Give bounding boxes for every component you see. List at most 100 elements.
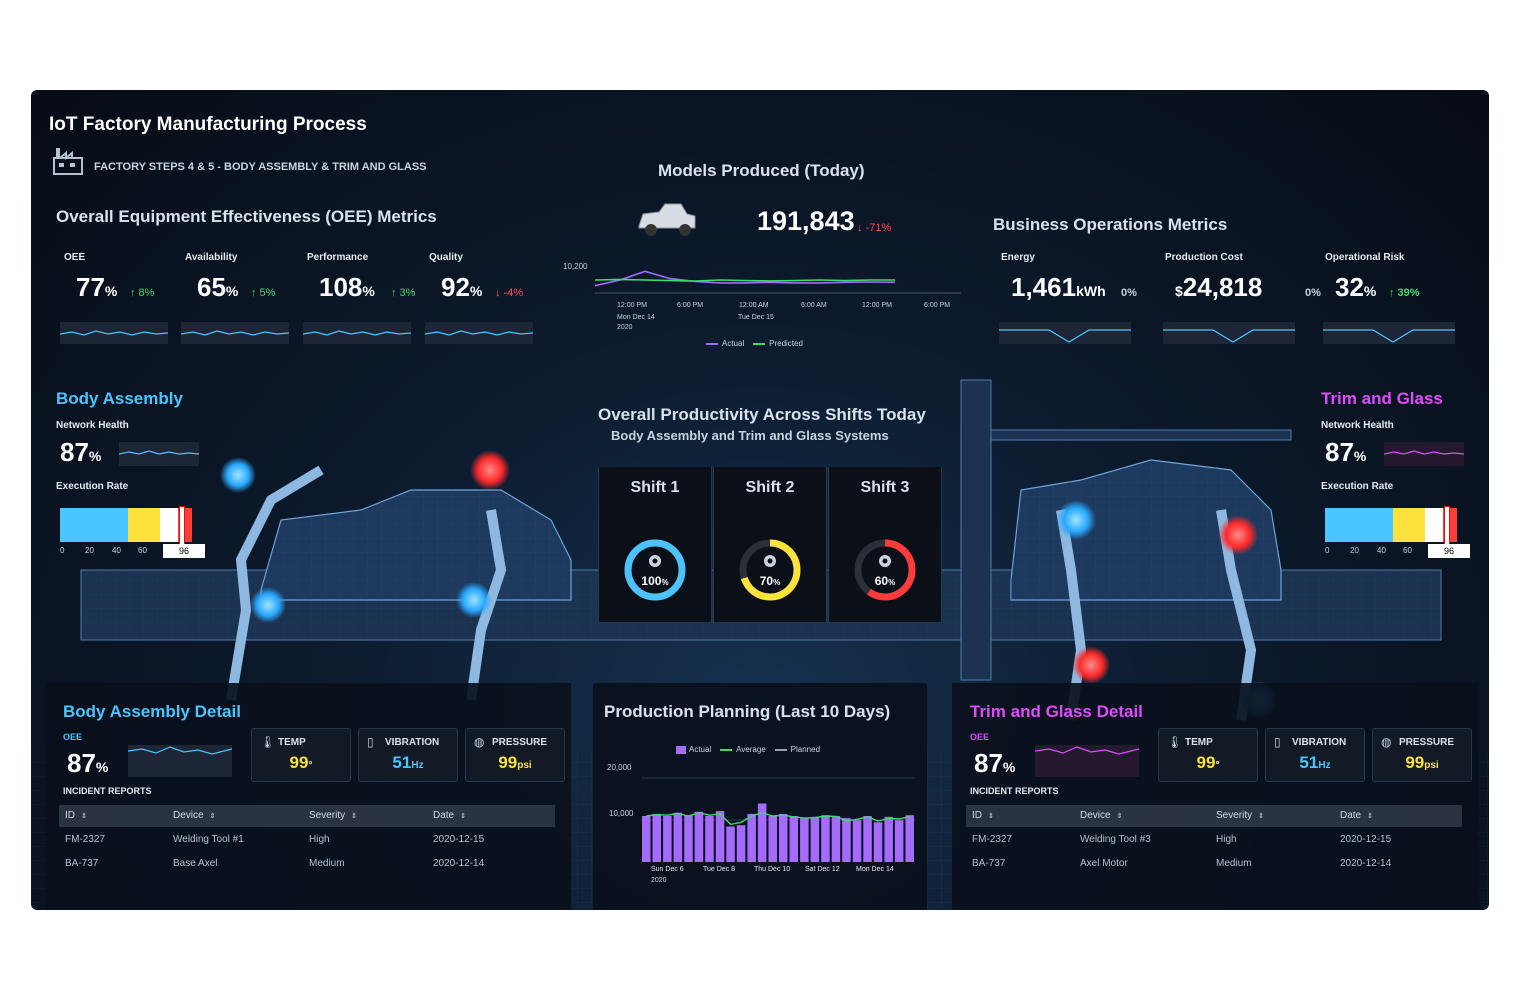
shift-label-3: Shift 3: [860, 479, 910, 496]
models-x-sub2: Tue Dec 15: [738, 314, 774, 321]
shift-donut-arc-1: [624, 539, 686, 601]
body-oee-label: OEE: [63, 732, 83, 742]
pressure-gauge-icon: ◍: [1381, 735, 1392, 749]
planning-bar: [852, 820, 862, 862]
models-x-tick-5: 6:00 PM: [924, 302, 951, 309]
body-assembly-title: Body Assembly: [56, 389, 183, 408]
body-incident-row[interactable]: BA-737 Base Axel Medium 2020-12-14: [59, 855, 555, 875]
business-metric-change-1: 0%: [1305, 287, 1321, 299]
body-vibration-tile[interactable]: ▯ VIBRATION 51Hz: [358, 728, 458, 782]
trim-detail-title: Trim and Glass Detail: [970, 702, 1143, 721]
trim-temp-tile[interactable]: 🌡 TEMP 99°: [1158, 728, 1258, 782]
body-incident-cell: 2020-12-15: [433, 834, 485, 845]
body-column-header-1[interactable]: Device ⇕: [173, 810, 216, 821]
body-incident-table-header: ID ⇕ Device ⇕ Severity ⇕ Date ⇕: [59, 805, 555, 827]
body-column-header-3[interactable]: Date ⇕: [433, 810, 466, 821]
legend-actual: Actual: [722, 339, 745, 348]
trim-exec-value: 96: [1428, 544, 1470, 558]
thermometer-icon: 🌡: [260, 735, 276, 749]
body-incident-cell: 2020-12-14: [433, 858, 485, 869]
trim-exec-tick-0: 0: [1325, 546, 1330, 555]
models-produced-change: ↓ -71%: [857, 222, 892, 234]
models-x-sub1: Mon Dec 14: [617, 314, 655, 321]
shift-value-3: 60%: [874, 574, 896, 588]
planning-bar: [842, 818, 851, 862]
planning-average-line: [646, 811, 910, 826]
shift-panel-2[interactable]: Shift 2 70%: [713, 467, 827, 622]
models-x-tick-4: 12:00 PM: [862, 302, 892, 309]
models-x-tick-0: 12:00 PM: [617, 302, 647, 309]
trim-vibration-tile[interactable]: ▯ VIBRATION 51Hz: [1265, 728, 1365, 782]
trim-exec-tick-3: 60: [1403, 546, 1412, 555]
oee-metric-label-1: Availability: [185, 252, 238, 263]
sort-icon: ⇕: [351, 813, 357, 820]
trim-column-header-1[interactable]: Device ⇕: [1080, 810, 1123, 821]
trim-pressure-tile[interactable]: ◍ PRESSURE 99psi: [1372, 728, 1472, 782]
trim-pressure-value: 99psi: [1405, 753, 1439, 772]
shift-label-2: Shift 2: [745, 479, 795, 496]
trim-incident-row[interactable]: FM-2327 Welding Tool #3 High 2020-12-15: [966, 831, 1462, 851]
trim-incident-row[interactable]: BA-737 Axel Motor Medium 2020-12-14: [966, 855, 1462, 875]
oee-metric-value-2: 108%: [319, 272, 375, 302]
oee-sparkline-0: [60, 322, 168, 344]
planning-x-tick-4: Mon Dec 14: [856, 866, 894, 873]
models-produced-value: 191,843: [757, 206, 855, 236]
trim-column-header-2[interactable]: Severity ⇕: [1216, 810, 1264, 821]
oee-sparkline-1: [181, 322, 289, 344]
body-pressure-tile[interactable]: ◍ PRESSURE 99psi: [465, 728, 565, 782]
body-column-header-0[interactable]: ID ⇕: [65, 810, 87, 821]
shift-value-1: 100%: [641, 574, 669, 588]
planning-bar: [642, 816, 651, 862]
body-incident-cell: Welding Tool #1: [173, 834, 244, 845]
oee-sparkline-2: [303, 322, 411, 344]
business-metric-label-1: Production Cost: [1165, 252, 1243, 263]
oee-section-title: Overall Equipment Effectiveness (OEE) Me…: [56, 207, 437, 226]
body-exec-tick-0: 0: [60, 546, 65, 555]
shift-donut-arc-3: [854, 539, 916, 601]
models-line-chart: [595, 270, 961, 294]
body-vibration-value: 51Hz: [392, 753, 424, 772]
body-network-sparkline: [119, 442, 199, 466]
business-sparkline-0: [999, 322, 1131, 344]
models-x-axis: 12:00 PM 6:00 PM 12:00 AM 6:00 AM 12:00 PM 6:…: [601, 302, 971, 314]
trim-column-header-0[interactable]: ID ⇕: [972, 810, 994, 821]
sort-icon: ⇕: [1367, 813, 1373, 820]
trim-incident-cell: BA-737: [972, 858, 1006, 869]
sort-icon: ⇕: [460, 813, 466, 820]
body-incident-row[interactable]: FM-2327 Welding Tool #1 High 2020-12-15: [59, 831, 555, 851]
body-exec-value: 96: [163, 544, 205, 558]
planning-bar-chart: [641, 777, 915, 862]
planning-bar: [663, 816, 672, 862]
trim-column-header-3[interactable]: Date ⇕: [1340, 810, 1373, 821]
shift-panel-1[interactable]: Shift 1 100%: [598, 467, 712, 622]
trim-vibration-label: VIBRATION: [1292, 737, 1347, 748]
models-x-sub1b: 2020: [617, 324, 633, 331]
sort-icon: ⇕: [988, 813, 994, 820]
dashboard: IoT Factory Manufacturing Process FACTOR…: [31, 90, 1489, 910]
trim-exec-bar: 0 20 40 60 96: [1325, 506, 1475, 558]
business-metric-value-0: 1,461kWh: [1011, 272, 1106, 302]
oee-metric-change-0: ↑ 8%: [130, 287, 155, 299]
sort-icon: ⇕: [1116, 813, 1123, 820]
planning-bar: [884, 816, 893, 862]
trim-exec-tick-2: 40: [1377, 546, 1386, 555]
body-network-label: Network Health: [56, 420, 129, 431]
oee-metric-change-1: ↑ 5%: [251, 287, 276, 299]
body-column-header-2[interactable]: Severity ⇕: [309, 810, 357, 821]
body-vibration-label: VIBRATION: [385, 737, 440, 748]
legend-planned: Planned: [790, 745, 821, 754]
planning-bar: [905, 815, 914, 862]
planning-bar: [873, 822, 883, 862]
body-detail-panel: [45, 683, 571, 910]
models-x-tick-1: 6:00 PM: [677, 302, 704, 309]
body-temp-tile[interactable]: 🌡 TEMP 99°: [251, 728, 351, 782]
pressure-gauge-icon: ◍: [474, 735, 485, 749]
planning-x-sub: 2020: [651, 877, 667, 884]
page-title: IoT Factory Manufacturing Process: [49, 114, 367, 135]
shift-donut-1: [624, 539, 686, 601]
shift-panel-3[interactable]: Shift 3 60%: [828, 467, 942, 622]
business-metric-change-2: ↑ 39%: [1389, 287, 1420, 299]
planning-bar: [652, 813, 661, 862]
body-incident-cell: FM-2327: [65, 834, 106, 845]
planning-y-tick-20000: 20,000: [607, 763, 632, 772]
